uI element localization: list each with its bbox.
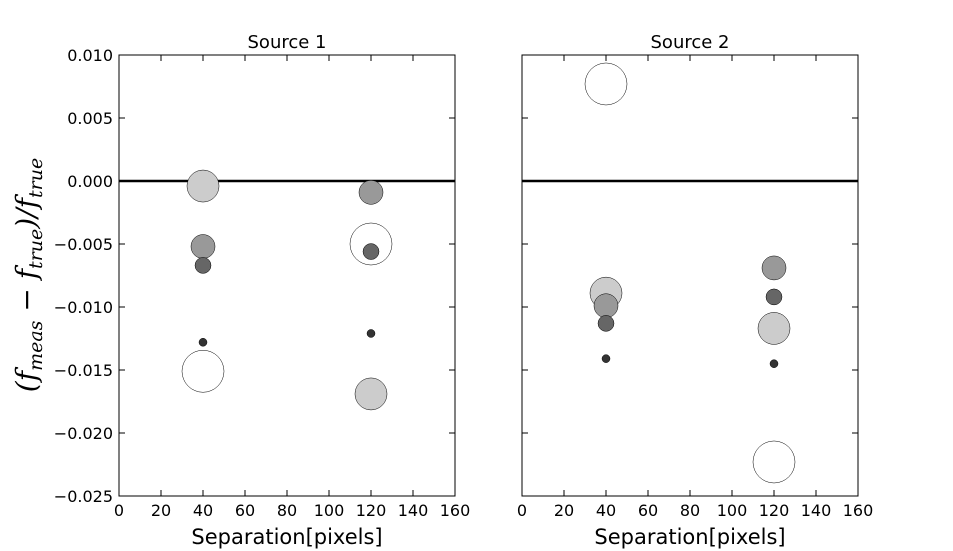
x-tick-label: 20 [554,501,574,520]
plot-frame [118,54,456,497]
data-point [366,329,376,338]
panel-title: Source 1 [248,32,327,53]
y-tick-label: −0.010 [54,298,113,317]
data-point [362,243,380,260]
y-tick-label: −0.020 [54,424,113,443]
data-point [584,62,628,106]
x-tick-label: 0 [114,501,124,520]
x-tick-label: 160 [440,501,471,520]
x-tick-label: 120 [356,501,387,520]
x-tick-label: 140 [801,501,832,520]
data-point [761,255,787,281]
x-tick-label: 140 [398,501,429,520]
x-tick-label: 80 [277,501,297,520]
plot-frame [521,54,859,497]
data-point [752,440,796,484]
data-point [186,169,220,203]
x-tick-label: 40 [193,501,213,520]
data-point [593,293,619,318]
x-tick-label: 120 [759,501,790,520]
y-tick-label: 0.010 [67,46,113,65]
x-tick-label: 60 [638,501,658,520]
y-axis-label: (fmeas − ftrue)/ftrue [10,158,47,392]
x-axis-label: Separation[pixels] [191,525,382,549]
data-point [358,180,384,205]
y-tick-label: 0.005 [67,109,113,128]
y-tick-label: 0.000 [67,172,113,191]
panel-title: Source 2 [651,32,730,53]
data-point [765,288,783,306]
y-tick-label: −0.015 [54,361,113,380]
x-tick-label: 0 [517,501,527,520]
data-point [194,257,212,274]
data-point [198,338,208,347]
data-point [190,234,216,259]
data-point [597,315,615,332]
y-tick-label: −0.005 [54,235,113,254]
x-tick-label: 100 [314,501,345,520]
data-point [757,312,791,345]
x-tick-label: 40 [596,501,616,520]
y-tick-label: −0.025 [54,487,113,506]
x-tick-label: 60 [235,501,255,520]
x-tick-label: 100 [717,501,748,520]
x-tick-label: 80 [680,501,700,520]
x-axis-label: Separation[pixels] [594,525,785,549]
data-point [354,377,388,411]
panel-source-2: Source 2 0 20 40 60 80 100 120 140 160 Separation[… [517,32,873,549]
x-tick-label: 160 [843,501,874,520]
data-point [181,350,225,393]
panel-source-1: Source 1 0 20 40 60 80 100 120 140 160 0.010 0.005 0… [54,32,470,549]
data-point [601,354,611,363]
data-point [769,359,779,368]
x-tick-label: 20 [151,501,171,520]
